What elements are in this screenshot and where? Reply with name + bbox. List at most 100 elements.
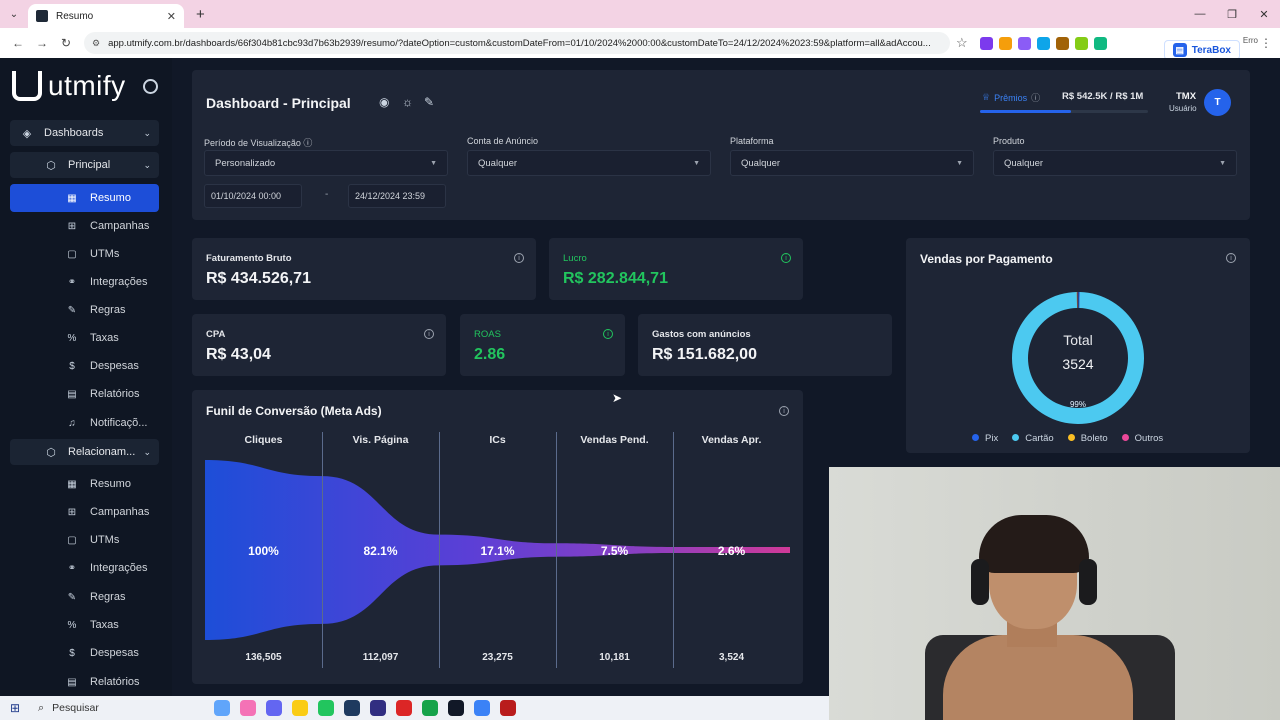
metric-label: Gastos com anúncios [652, 329, 751, 340]
extension-icon[interactable] [1074, 36, 1088, 50]
period-select[interactable]: Personalizado ▼ [204, 150, 448, 176]
sidebar-item-resumo[interactable]: ▦ Resumo [66, 473, 131, 495]
sidebar-item-campanhas[interactable]: ⊞ Campanhas [66, 215, 150, 237]
browser-tabbar: ⌄ Resumo ✕ + — ❐ ✕ [0, 0, 1280, 28]
tab-list-button[interactable]: ⌄ [9, 8, 19, 20]
forward-icon[interactable]: → [36, 36, 48, 50]
legend-item-cartao[interactable]: Cartão [1012, 433, 1054, 444]
sidebar-item-integracoes[interactable]: ⚭ Integrações [66, 557, 148, 579]
vendas-por-pagamento-card: Vendas por Pagamento i Total 3524 99% Pi… [906, 238, 1250, 453]
sidebar-item-utms[interactable]: ▢ UTMs [66, 243, 119, 265]
sidebar-item-regras[interactable]: ✎ Regras [66, 586, 126, 608]
stage-count: 23,275 [482, 652, 513, 663]
sidebar-item-relatorios[interactable]: ▤ Relatórios [66, 383, 139, 405]
obs-icon[interactable] [500, 700, 516, 716]
sun-icon[interactable]: ☼ [402, 95, 413, 109]
chevron-down-icon: ▼ [1219, 159, 1226, 167]
sidebar-item-despesas[interactable]: $ Despesas [66, 642, 139, 664]
opera-icon[interactable] [396, 700, 412, 716]
app-icon[interactable] [370, 700, 386, 716]
legend-item-boleto[interactable]: Boleto [1067, 433, 1108, 444]
info-icon[interactable]: i [424, 329, 434, 339]
copilot-icon[interactable] [240, 700, 256, 716]
sidebar-item-despesas[interactable]: $ Despesas [66, 355, 139, 377]
browser-tab[interactable]: Resumo ✕ [28, 4, 184, 28]
donut-slice-boleto[interactable] [1076, 292, 1078, 309]
close-window-icon[interactable]: ✕ [1259, 8, 1269, 21]
platform-select[interactable]: Qualquer ▼ [730, 150, 974, 176]
info-icon[interactable]: i [779, 406, 789, 416]
filters-panel: Período de Visualização ⓘ Personalizado … [192, 120, 1250, 220]
file-explorer-icon[interactable] [292, 700, 308, 716]
sidebar-item-relatorios[interactable]: ▤ Relatórios [66, 671, 139, 693]
sidebar-item-taxas[interactable]: % Taxas [66, 614, 119, 636]
premios-link[interactable]: ♕ Prêmios ⓘ [982, 91, 1040, 104]
sidebar-item-campanhas[interactable]: ⊞ Campanhas [66, 501, 150, 523]
bookmark-star-icon[interactable]: ☆ [956, 35, 968, 50]
eye-icon[interactable]: ◉ [379, 95, 390, 109]
date-from-input[interactable]: 01/10/2024 00:00 [204, 184, 302, 208]
site-info-icon[interactable]: ⚙ [92, 37, 101, 48]
stage-divider [439, 432, 440, 668]
sidebar-item-regras[interactable]: ✎ Regras [66, 299, 126, 321]
restore-icon[interactable]: ❐ [1227, 8, 1237, 21]
extension-icon[interactable] [1017, 36, 1031, 50]
terabox-extension-button[interactable]: ▤ TeraBox [1163, 40, 1240, 60]
extension-icon[interactable] [979, 36, 993, 50]
product-select[interactable]: Qualquer ▼ [993, 150, 1237, 176]
sidebar-item-label: UTMs [90, 534, 120, 546]
info-icon[interactable]: ⓘ [1031, 93, 1041, 103]
bell-icon: ♫ [68, 417, 76, 429]
settings-icon[interactable] [143, 79, 158, 94]
account-select[interactable]: Qualquer ▼ [467, 150, 711, 176]
extension-icon[interactable] [998, 36, 1012, 50]
sidebar-item-integracoes[interactable]: ⚭ Integrações [66, 271, 148, 293]
browser-menu-icon[interactable]: ⋮ [1260, 36, 1272, 50]
info-icon[interactable]: i [1226, 253, 1236, 263]
tab-title: Resumo [56, 10, 94, 22]
edit-icon[interactable]: ✎ [424, 95, 435, 109]
utmify-logo[interactable]: utmify [12, 70, 126, 102]
legend-item-pix[interactable]: Pix [972, 433, 998, 444]
sidebar-section-dashboards[interactable]: ◈ Dashboards ⌄ [10, 120, 159, 146]
task-view-icon[interactable] [214, 700, 230, 716]
info-icon[interactable]: i [781, 253, 791, 263]
app-icon[interactable] [474, 700, 490, 716]
avatar[interactable]: T [1204, 89, 1231, 116]
date-to-input[interactable]: 24/12/2024 23:59 [348, 184, 446, 208]
close-tab-icon[interactable]: ✕ [166, 10, 176, 23]
taskbar-search[interactable]: ⌕ Pesquisar [30, 696, 210, 720]
back-icon[interactable]: ← [12, 36, 24, 50]
info-icon[interactable]: i [603, 329, 613, 339]
steam-icon[interactable] [344, 700, 360, 716]
windows-start-icon[interactable]: ⊞ [9, 701, 21, 715]
chrome-icon[interactable] [318, 700, 334, 716]
chrome-icon[interactable] [422, 700, 438, 716]
terabox-label: TeraBox [1191, 44, 1231, 56]
reload-icon[interactable]: ↻ [60, 36, 72, 50]
table-icon: ▦ [67, 192, 77, 204]
extension-icon[interactable] [1055, 36, 1069, 50]
funil-conversao-card: Funil de Conversão (Meta Ads) i Cliques … [192, 390, 803, 684]
minimize-icon[interactable]: — [1194, 8, 1206, 20]
account-label: Conta de Anúncio [467, 136, 539, 146]
sidebar-item-label: Taxas [90, 332, 119, 344]
favicon-icon [36, 10, 48, 22]
sidebar-section-principal[interactable]: ⬡ Principal ⌄ [10, 152, 159, 178]
sidebar-section-relacionamento[interactable]: ⬡ Relacionam... ⌄ [10, 439, 159, 465]
sidebar-item-notificacoes[interactable]: ♫ Notificaçõ... [66, 412, 147, 434]
profile-error-badge[interactable]: Erro [1242, 36, 1258, 45]
sidebar-item-resumo[interactable]: ▦ Resumo [10, 184, 159, 212]
discord-icon[interactable] [266, 700, 282, 716]
info-icon[interactable]: i [514, 253, 524, 263]
metric-card-cpa: CPA R$ 43,04 i [192, 314, 446, 376]
extension-icon[interactable] [1036, 36, 1050, 50]
legend-swatch [1121, 434, 1129, 441]
sidebar-item-taxas[interactable]: % Taxas [66, 327, 119, 349]
new-tab-button[interactable]: + [196, 5, 205, 23]
capcut-icon[interactable] [448, 700, 464, 716]
url-input[interactable]: ⚙ app.utmify.com.br/dashboards/66f304b81… [84, 32, 950, 54]
sidebar-item-utms[interactable]: ▢ UTMs [66, 529, 119, 551]
legend-item-outros[interactable]: Outros [1121, 433, 1163, 444]
extension-icon[interactable] [1093, 36, 1107, 50]
